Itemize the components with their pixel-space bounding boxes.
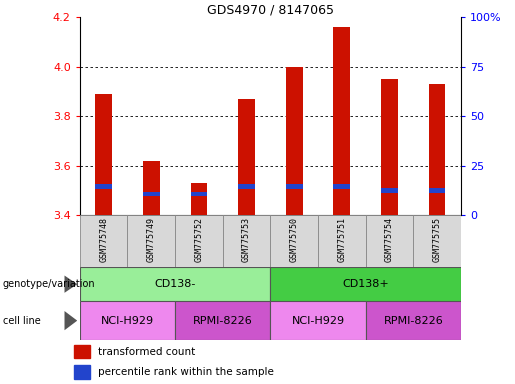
Bar <box>191 192 207 197</box>
Text: CD138+: CD138+ <box>342 279 389 289</box>
Bar <box>334 27 350 215</box>
Bar <box>238 99 255 215</box>
Text: CD138-: CD138- <box>154 279 196 289</box>
Bar <box>318 215 366 267</box>
Bar <box>74 366 90 379</box>
Bar <box>191 183 207 215</box>
Text: GSM775748: GSM775748 <box>99 217 108 262</box>
Bar <box>270 215 318 267</box>
Text: transformed count: transformed count <box>98 347 195 357</box>
Bar <box>95 184 112 189</box>
Bar <box>366 301 461 340</box>
Text: GSM775754: GSM775754 <box>385 217 394 262</box>
Bar <box>413 215 461 267</box>
Bar <box>128 215 175 267</box>
Text: GSM775750: GSM775750 <box>290 217 299 262</box>
Bar <box>381 79 398 215</box>
Text: cell line: cell line <box>3 316 40 326</box>
Bar <box>175 215 222 267</box>
Bar <box>286 67 302 215</box>
Bar <box>366 215 413 267</box>
Bar <box>95 94 112 215</box>
Bar <box>270 301 366 340</box>
Bar <box>381 188 398 193</box>
Polygon shape <box>64 311 77 330</box>
Text: NCI-H929: NCI-H929 <box>291 316 345 326</box>
Text: NCI-H929: NCI-H929 <box>101 316 154 326</box>
Text: RPMI-8226: RPMI-8226 <box>383 316 443 326</box>
Bar <box>74 345 90 358</box>
Text: GSM775751: GSM775751 <box>337 217 346 262</box>
Bar <box>429 188 445 193</box>
Polygon shape <box>64 276 77 293</box>
Bar <box>270 267 461 301</box>
Bar <box>80 267 270 301</box>
Text: GSM775752: GSM775752 <box>195 217 203 262</box>
Bar <box>80 215 128 267</box>
Bar <box>334 184 350 189</box>
Text: RPMI-8226: RPMI-8226 <box>193 316 253 326</box>
Text: GSM775755: GSM775755 <box>433 217 441 262</box>
Text: GSM775749: GSM775749 <box>147 217 156 262</box>
Bar <box>238 184 255 189</box>
Title: GDS4970 / 8147065: GDS4970 / 8147065 <box>207 3 334 16</box>
Text: genotype/variation: genotype/variation <box>3 279 95 289</box>
Bar <box>429 84 445 215</box>
Bar <box>80 301 175 340</box>
Text: percentile rank within the sample: percentile rank within the sample <box>98 367 273 377</box>
Bar <box>222 215 270 267</box>
Bar <box>286 184 302 189</box>
Bar <box>143 192 160 197</box>
Bar <box>143 161 160 215</box>
Bar <box>175 301 270 340</box>
Text: GSM775753: GSM775753 <box>242 217 251 262</box>
